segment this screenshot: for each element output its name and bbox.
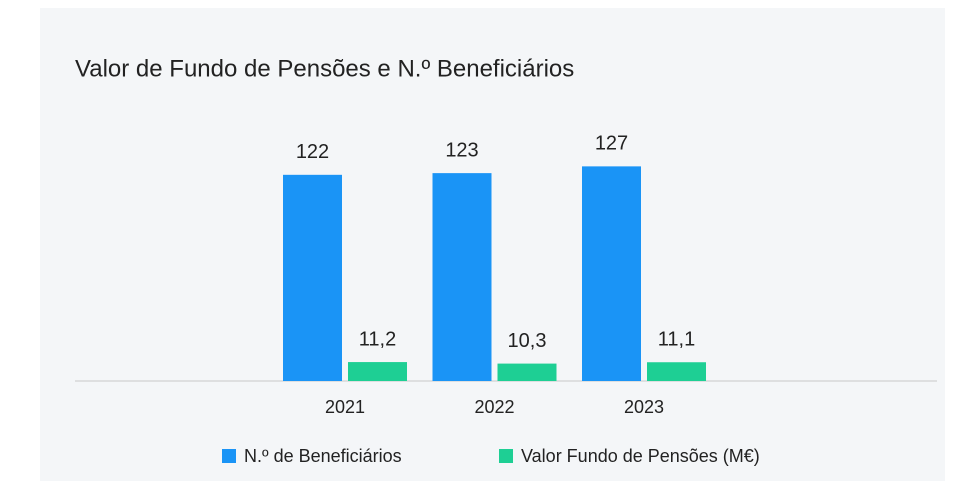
legend-label: Valor Fundo de Pensões (M€) [521,446,760,466]
bar [497,363,557,381]
legend-swatch [499,449,513,463]
bar [647,362,706,381]
bar [283,174,342,381]
chart-background [40,8,945,481]
chart-title: Valor de Fundo de Pensões e N.º Benefici… [75,55,574,82]
bar [348,362,407,381]
data-label: 10,3 [508,330,547,352]
x-tick-label: 2022 [474,397,514,417]
data-label: 122 [296,141,329,163]
data-label: 11,2 [359,328,396,350]
x-tick-label: 2021 [325,397,365,417]
legend-label: N.º de Beneficiários [244,446,402,466]
bar [582,166,641,381]
legend-swatch [222,449,236,463]
data-label: 11,1 [658,329,695,351]
bar [432,173,492,381]
x-tick-label: 2023 [624,397,664,417]
data-label: 123 [445,139,478,161]
data-label: 127 [595,133,628,155]
